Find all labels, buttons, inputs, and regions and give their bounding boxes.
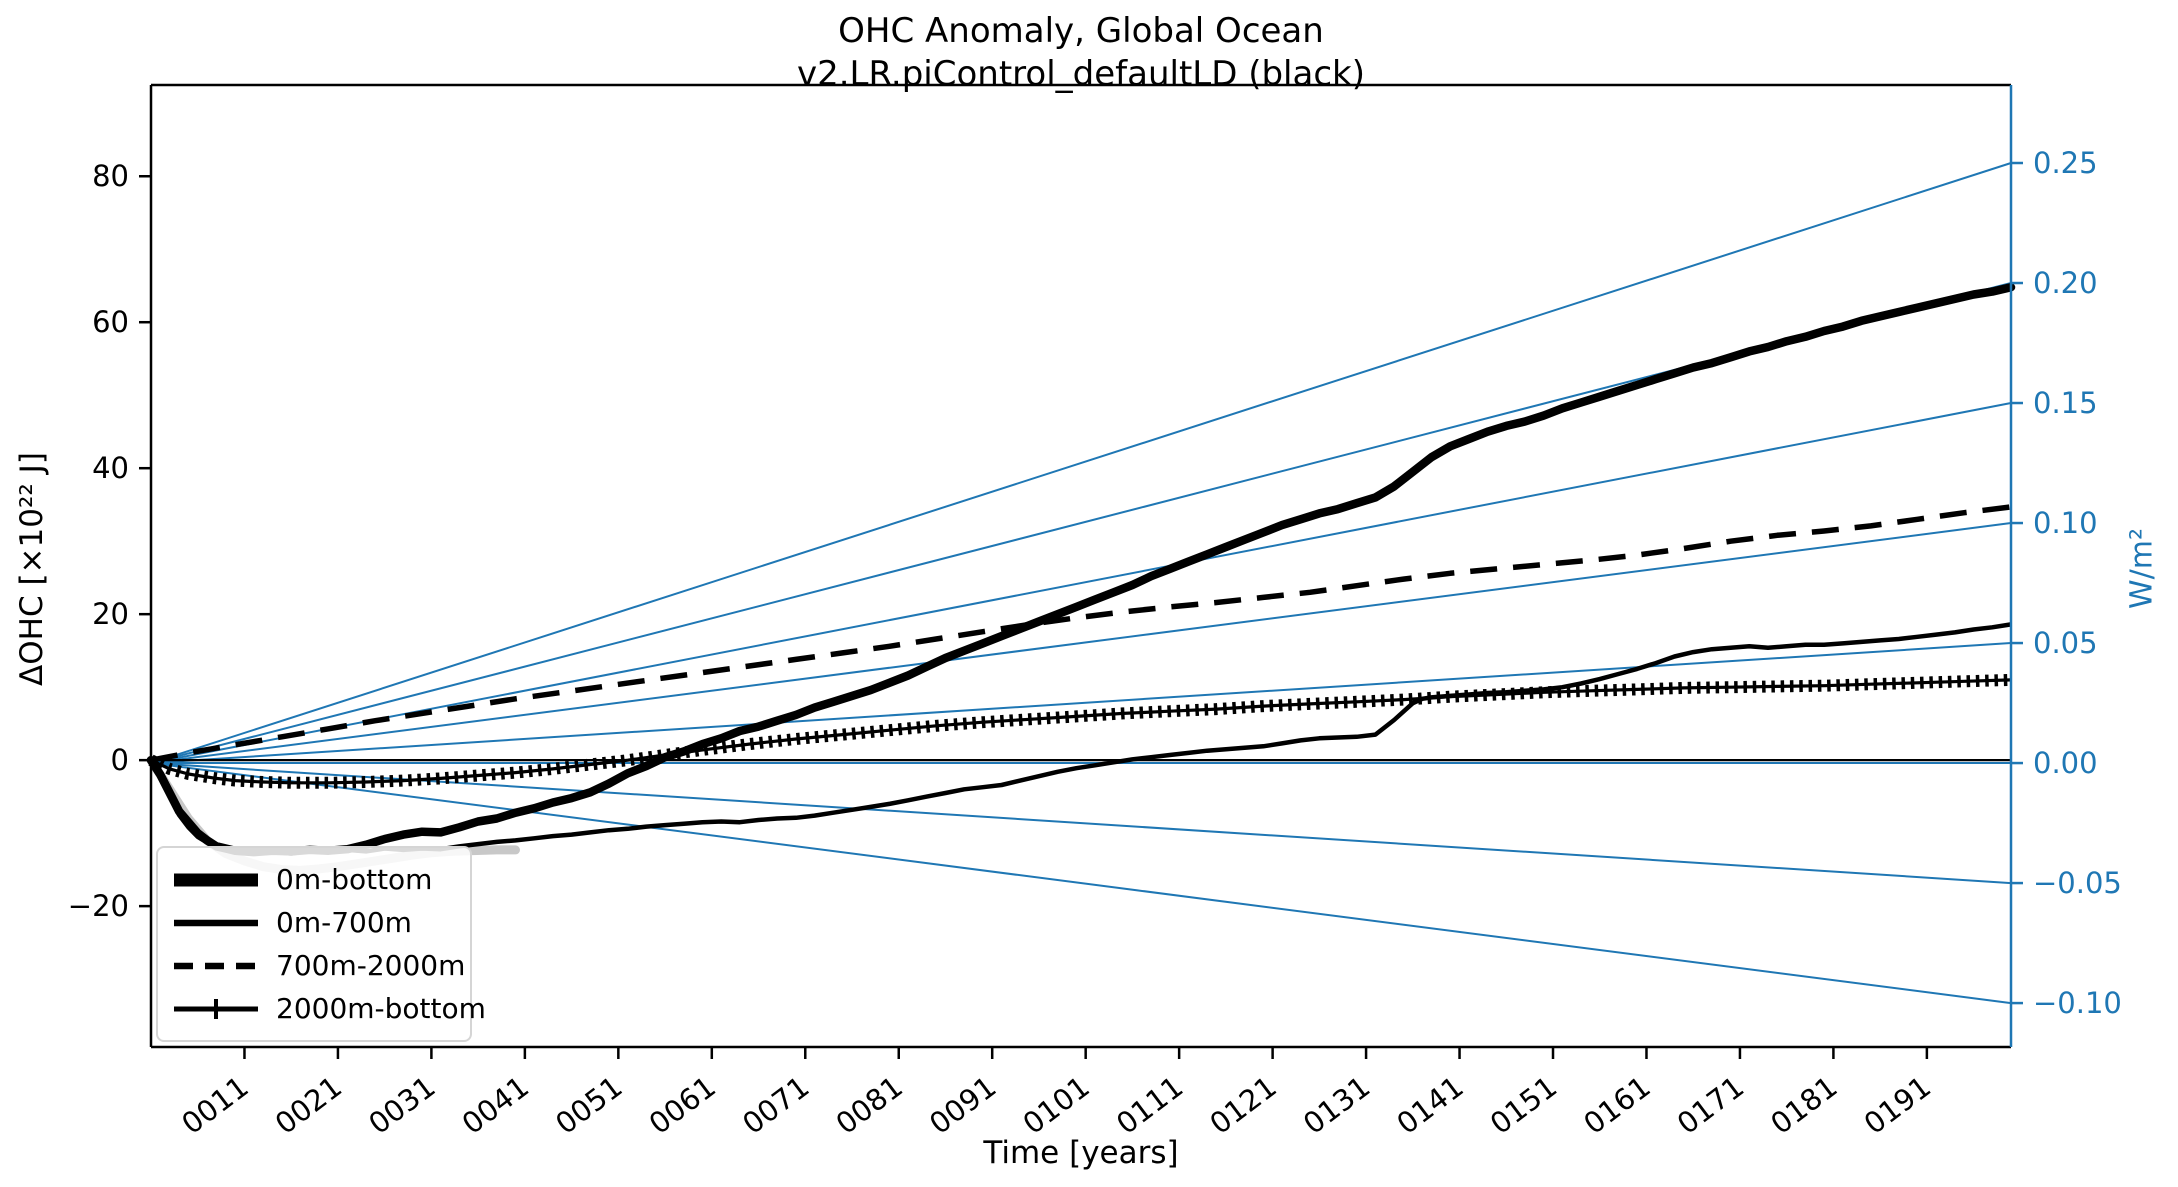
x-tick-label: 0061 xyxy=(643,1069,722,1141)
chart-title-line1: OHC Anomaly, Global Ocean xyxy=(838,11,1324,51)
x-tick-label: 0191 xyxy=(1858,1069,1937,1141)
reference-line--0.1-wm2 xyxy=(150,762,2012,1005)
legend-line-sample xyxy=(174,919,258,926)
legend-label: 0m-700m xyxy=(276,906,412,939)
y-axis-label-right: W/m² xyxy=(2124,527,2160,610)
reference-line--0.05-wm2 xyxy=(150,762,2012,885)
y-right-tick-label: 0.20 xyxy=(2033,266,2098,300)
x-axis-label: Time [years] xyxy=(983,1135,1179,1171)
x-tick-label: 0041 xyxy=(456,1069,535,1141)
x-tick-label: 0111 xyxy=(1110,1069,1189,1141)
legend-label: 2000m-bottom xyxy=(276,992,486,1025)
x-tick-label: 0081 xyxy=(830,1069,909,1141)
y-right-tick-label: −0.05 xyxy=(2033,866,2122,900)
y-left-tick-label: 60 xyxy=(92,305,129,339)
x-tick-label: 0011 xyxy=(175,1069,254,1141)
legend-item-0m-bottom: 0m-bottom xyxy=(172,858,456,901)
x-tick-label: 0031 xyxy=(362,1069,441,1141)
reference-line-0.25-wm2 xyxy=(150,162,2012,765)
reference-line-0.05-wm2 xyxy=(150,642,2012,765)
x-tick-label: 0151 xyxy=(1484,1069,1563,1141)
x-tick-label: 0051 xyxy=(549,1069,628,1141)
legend-label: 700m-2000m xyxy=(276,949,466,982)
y-right-tick-label: 0.15 xyxy=(2033,386,2098,420)
legend-item-0m-700m: 0m-700m xyxy=(172,901,456,944)
x-tick-label: 0171 xyxy=(1671,1069,1750,1141)
y-right-tick-label: 0.05 xyxy=(2033,626,2098,660)
y-left-tick-label: 0 xyxy=(111,743,129,777)
series-0m-bottom xyxy=(146,282,2016,857)
legend: 0m-bottom 0m-700m 700m-2000m 2000m-bottom xyxy=(156,846,486,1042)
chart-title-line2: v2.LR.piControl_defaultLD (black) xyxy=(797,54,1365,94)
y-right-tick-label: −0.10 xyxy=(2033,986,2122,1020)
y-right-tick-label: 0.00 xyxy=(2033,746,2098,780)
reference-line-0.1-wm2 xyxy=(150,522,2012,765)
x-tick-label: 0121 xyxy=(1203,1069,1282,1141)
x-tick-label: 0161 xyxy=(1577,1069,1656,1141)
legend-item-700m-2000m: 700m-2000m xyxy=(172,944,465,987)
y-left-tick-label: 40 xyxy=(92,451,129,485)
y-left-tick-label: −20 xyxy=(68,889,129,923)
legend-line-sample xyxy=(174,962,258,969)
x-tick-label: 0021 xyxy=(269,1069,348,1141)
y-right-tick-label: 0.25 xyxy=(2033,146,2098,180)
series-0m-700m xyxy=(148,622,2012,856)
x-tick-label: 0141 xyxy=(1390,1069,1469,1141)
x-tick-label: 0181 xyxy=(1764,1069,1843,1141)
legend-line-sample xyxy=(174,873,258,886)
y-right-tick-label: 0.10 xyxy=(2033,506,2098,540)
reference-line-0.15-wm2 xyxy=(150,402,2012,765)
x-tick-label: 0091 xyxy=(923,1069,1002,1141)
legend-label: 0m-bottom xyxy=(276,863,433,896)
legend-item-2000m-bottom: 2000m-bottom xyxy=(172,987,486,1030)
y-axis-label-left: ΔOHC [×10²² J] xyxy=(14,452,50,686)
series-700m-2000m xyxy=(150,504,2012,763)
x-tick-label: 0101 xyxy=(1016,1069,1095,1141)
series-2000m-bottom xyxy=(150,678,2012,785)
x-tick-label: 0071 xyxy=(736,1069,815,1141)
chart-title: OHC Anomaly, Global Ocean v2.LR.piContro… xyxy=(151,10,2011,96)
x-tick-label: 0131 xyxy=(1297,1069,1376,1141)
legend-line-sample xyxy=(174,998,258,1019)
y-left-tick-label: 80 xyxy=(92,159,129,193)
y-left-tick-label: 20 xyxy=(92,597,129,631)
